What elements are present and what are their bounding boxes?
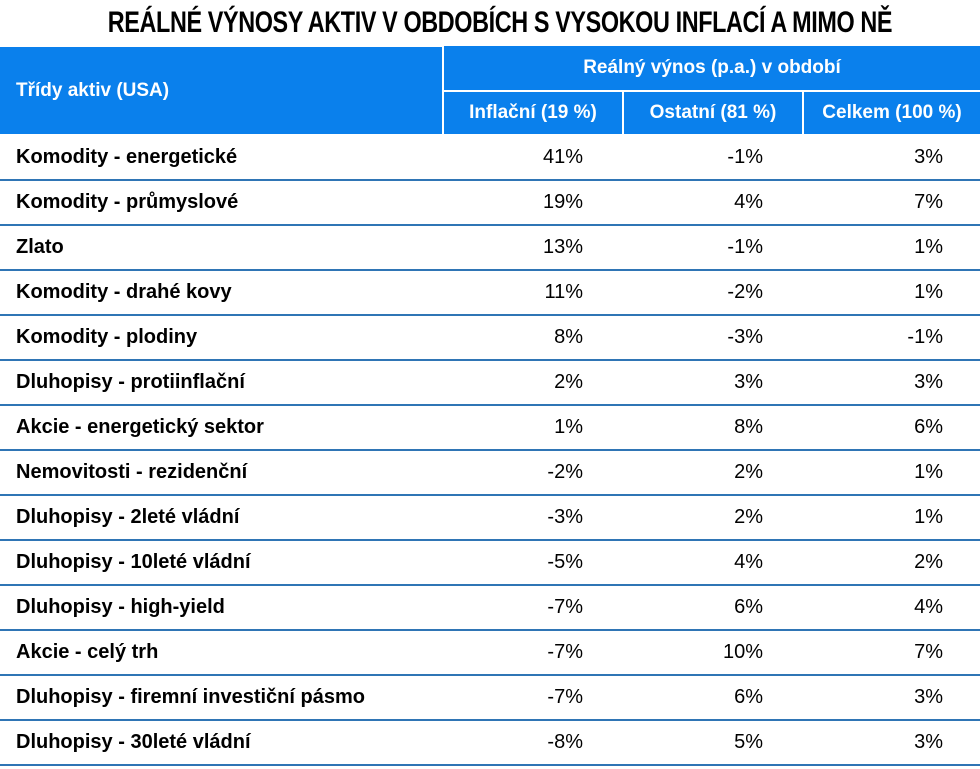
value-inflation: 41%: [443, 135, 623, 181]
table-row: Komodity - průmyslové 19% 4% 7%: [0, 180, 980, 226]
value-other: -1%: [623, 225, 803, 271]
value-other: -3%: [623, 315, 803, 361]
table-row: Komodity - energetické 41% -1% 3%: [0, 135, 980, 181]
value-total: 1%: [803, 495, 980, 541]
value-other: 8%: [623, 405, 803, 451]
table-row: Nemovitosti - rezidenční -2% 2% 1%: [0, 450, 980, 496]
table-row: Zlato 13% -1% 1%: [0, 225, 980, 271]
real-returns-table: Třídy aktiv (USA) Reálný výnos (p.a.) v …: [0, 45, 980, 766]
value-total: 1%: [803, 450, 980, 496]
asset-name: Komodity - drahé kovy: [0, 270, 443, 316]
column-group-header-real-return: Reálný výnos (p.a.) v období: [442, 46, 980, 92]
value-inflation: -7%: [443, 675, 623, 721]
value-inflation: 19%: [443, 180, 623, 226]
asset-name: Akcie - celý trh: [0, 630, 443, 676]
value-inflation: -2%: [443, 450, 623, 496]
page-title: REÁLNÉ VÝNOSY AKTIV V OBDOBÍCH S VYSOKOU…: [107, 6, 893, 39]
asset-name: Dluhopisy - high-yield: [0, 585, 443, 631]
value-other: 5%: [623, 720, 803, 766]
table-header: Třídy aktiv (USA) Reálný výnos (p.a.) v …: [0, 45, 980, 136]
column-header-total: Celkem (100 %): [802, 90, 980, 136]
value-other: 10%: [623, 630, 803, 676]
value-total: 4%: [803, 585, 980, 631]
value-other: 3%: [623, 360, 803, 406]
value-total: 3%: [803, 135, 980, 181]
asset-name: Komodity - energetické: [0, 135, 443, 181]
value-total: 7%: [803, 630, 980, 676]
value-total: 7%: [803, 180, 980, 226]
table-row: Dluhopisy - 10leté vládní -5% 4% 2%: [0, 540, 980, 586]
value-other: -1%: [623, 135, 803, 181]
asset-name: Dluhopisy - firemní investiční pásmo: [0, 675, 443, 721]
value-inflation: -5%: [443, 540, 623, 586]
asset-name: Dluhopisy - protiinflační: [0, 360, 443, 406]
value-other: 2%: [623, 495, 803, 541]
table-row: Dluhopisy - firemní investiční pásmo -7% 6…: [0, 675, 980, 721]
asset-name: Akcie - energetický sektor: [0, 405, 443, 451]
column-header-other: Ostatní (81 %): [622, 90, 804, 136]
value-total: 3%: [803, 360, 980, 406]
value-total: 6%: [803, 405, 980, 451]
column-header-asset-class: Třídy aktiv (USA): [0, 45, 444, 136]
column-header-inflation: Inflační (19 %): [442, 90, 624, 136]
table-row: Dluhopisy - protiinflační 2% 3% 3%: [0, 360, 980, 406]
asset-name: Komodity - plodiny: [0, 315, 443, 361]
table-row: Akcie - celý trh -7% 10% 7%: [0, 630, 980, 676]
value-other: 4%: [623, 180, 803, 226]
value-total: 3%: [803, 720, 980, 766]
value-total: 1%: [803, 270, 980, 316]
value-other: 6%: [623, 585, 803, 631]
value-inflation: 11%: [443, 270, 623, 316]
value-total: 1%: [803, 225, 980, 271]
asset-name: Komodity - průmyslové: [0, 180, 443, 226]
table-body: Komodity - energetické 41% -1% 3% Komodity -…: [0, 135, 980, 766]
value-inflation: -3%: [443, 495, 623, 541]
value-other: 6%: [623, 675, 803, 721]
value-other: -2%: [623, 270, 803, 316]
table-row: Komodity - plodiny 8% -3% -1%: [0, 315, 980, 361]
value-total: -1%: [803, 315, 980, 361]
value-inflation: 2%: [443, 360, 623, 406]
value-inflation: -7%: [443, 630, 623, 676]
table-row: Dluhopisy - 30leté vládní -8% 5% 3%: [0, 720, 980, 766]
value-total: 3%: [803, 675, 980, 721]
asset-name: Dluhopisy - 30leté vládní: [0, 720, 443, 766]
table-row: Dluhopisy - 2leté vládní -3% 2% 1%: [0, 495, 980, 541]
table-row: Akcie - energetický sektor 1% 8% 6%: [0, 405, 980, 451]
table-row: Komodity - drahé kovy 11% -2% 1%: [0, 270, 980, 316]
value-inflation: -8%: [443, 720, 623, 766]
value-total: 2%: [803, 540, 980, 586]
value-inflation: -7%: [443, 585, 623, 631]
value-other: 4%: [623, 540, 803, 586]
value-other: 2%: [623, 450, 803, 496]
value-inflation: 13%: [443, 225, 623, 271]
asset-name: Dluhopisy - 10leté vládní: [0, 540, 443, 586]
value-inflation: 8%: [443, 315, 623, 361]
asset-name: Dluhopisy - 2leté vládní: [0, 495, 443, 541]
asset-name: Zlato: [0, 225, 443, 271]
value-inflation: 1%: [443, 405, 623, 451]
asset-name: Nemovitosti - rezidenční: [0, 450, 443, 496]
table-row: Dluhopisy - high-yield -7% 6% 4%: [0, 585, 980, 631]
